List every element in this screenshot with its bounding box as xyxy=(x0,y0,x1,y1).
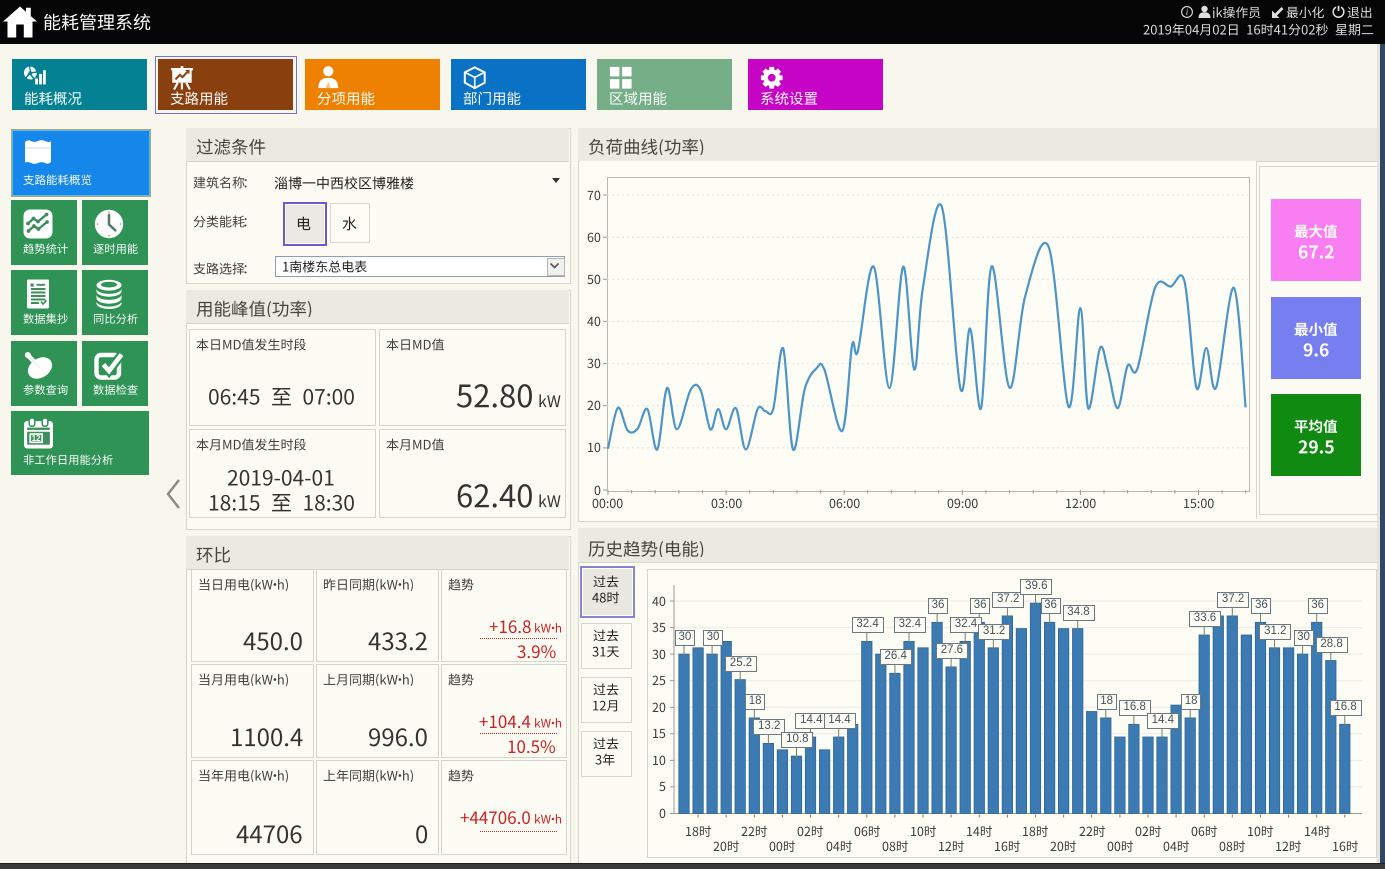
svg-text:i: i xyxy=(1186,7,1189,17)
svg-text:12: 12 xyxy=(31,434,40,443)
